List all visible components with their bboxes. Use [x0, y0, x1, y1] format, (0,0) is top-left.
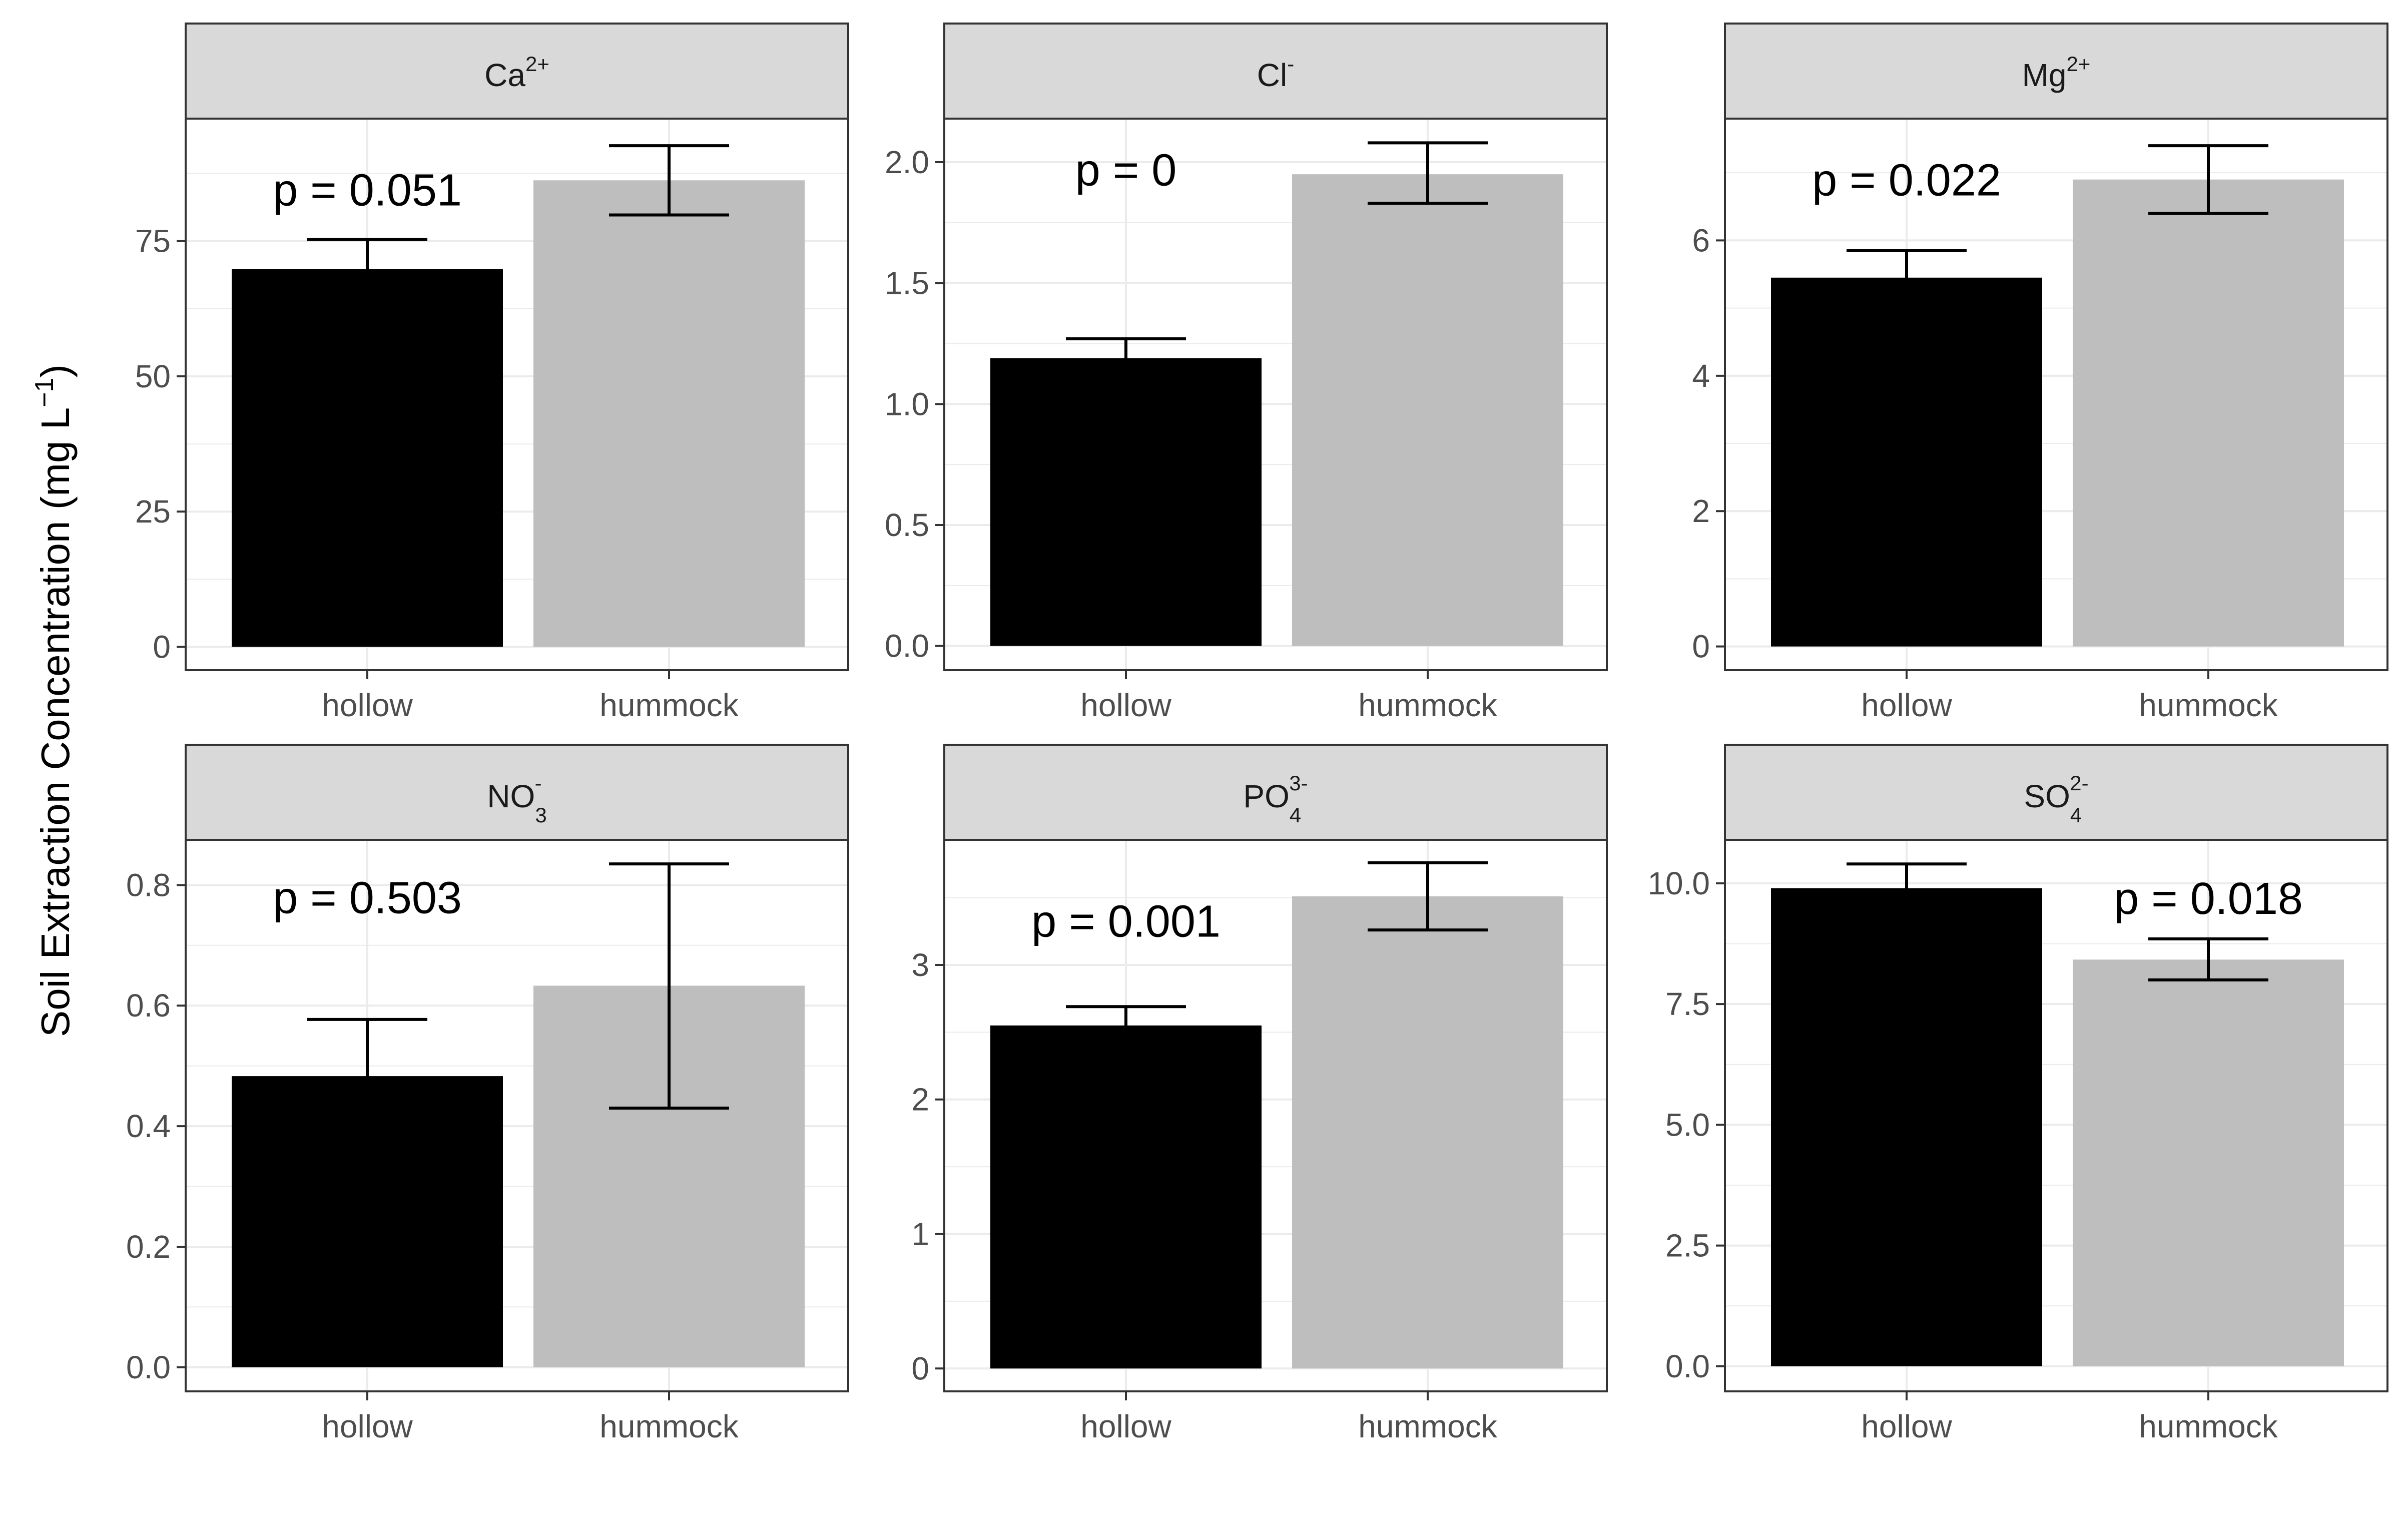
- y-tick-label-cl-0: 0.0: [885, 628, 929, 664]
- panel-border-so4: [1724, 839, 2388, 1392]
- bar-so4-hummock: [2073, 959, 2344, 1366]
- y-tick-label-no3-1: 0.2: [126, 1229, 171, 1265]
- y-tick-label-mg-3: 6: [1692, 222, 1710, 258]
- y-tick-label-so4-0: 0.0: [1665, 1348, 1710, 1384]
- strip-label-mg: Mg2+: [2022, 52, 2091, 93]
- p-value-label-cl: p = 0: [1075, 146, 1177, 196]
- y-tick-label-po4-1: 1: [911, 1216, 929, 1252]
- y-tick-label-no3-3: 0.6: [126, 987, 171, 1024]
- x-tick-label-no3-1: hummock: [599, 1408, 739, 1444]
- strip-ca: [185, 23, 849, 120]
- y-tick-label-so4-2: 5.0: [1665, 1107, 1710, 1143]
- strip-label-so4: SO42-: [2024, 771, 2088, 827]
- strip-cl: [943, 23, 1608, 120]
- y-tick-label-mg-2: 4: [1692, 358, 1710, 394]
- y-tick-label-cl-4: 2.0: [885, 144, 929, 180]
- panel-po4: PO43- p = 0.001 0 1 2 3 hollow hummock: [911, 744, 1608, 1444]
- error-bar-mg-hummock: [2148, 144, 2268, 215]
- x-tick-label-ca-0: hollow: [322, 687, 413, 723]
- y-tick-label-ca-2: 50: [135, 358, 171, 394]
- error-bar-so4-hummock: [2148, 937, 2268, 981]
- bar-ca-hollow: [232, 269, 503, 647]
- y-tick-label-no3-2: 0.4: [126, 1108, 171, 1144]
- panel-ca: Ca2+ p = 0.051 0 25 50 75 hollow hummock: [135, 23, 849, 723]
- y-tick-label-ca-0: 0: [153, 629, 171, 665]
- y-tick-label-po4-2: 2: [911, 1082, 929, 1118]
- y-tick-label-no3-0: 0.0: [126, 1349, 171, 1385]
- y-tick-label-so4-1: 2.5: [1665, 1228, 1710, 1264]
- bar-po4-hollow: [990, 1025, 1262, 1369]
- x-tick-label-so4-0: hollow: [1861, 1408, 1952, 1444]
- p-value-label-mg: p = 0.022: [1812, 156, 2001, 206]
- error-bar-ca-hollow: [307, 238, 427, 301]
- p-value-label-so4: p = 0.018: [2114, 874, 2303, 924]
- p-value-label-ca: p = 0.051: [273, 166, 462, 216]
- y-tick-label-ca-1: 25: [135, 493, 171, 530]
- error-bar-mg-hollow: [1847, 249, 1967, 306]
- y-tick-label-cl-1: 0.5: [885, 507, 929, 543]
- panel-no3: NO3- p = 0.503 0.0 0.2 0.4 0.6 0.8 hollow hummoc…: [126, 744, 849, 1444]
- panel-so4: SO42- p = 0.018 0.0 2.5 5.0 7.5 10.0 hollow humm…: [1647, 744, 2388, 1444]
- y-tick-label-so4-3: 7.5: [1665, 986, 1710, 1022]
- strip-no3: [185, 744, 849, 841]
- y-tick-label-mg-0: 0: [1692, 629, 1710, 665]
- y-tick-label-cl-3: 1.5: [885, 265, 929, 301]
- bar-mg-hollow: [1771, 277, 2042, 647]
- x-tick-label-po4-1: hummock: [1358, 1408, 1497, 1444]
- x-tick-label-po4-0: hollow: [1080, 1408, 1171, 1444]
- error-bar-cl-hollow: [1066, 337, 1186, 381]
- strip-mg: [1724, 23, 2388, 120]
- bar-po4-hummock: [1292, 896, 1563, 1369]
- y-tick-label-no3-4: 0.8: [126, 867, 171, 903]
- bar-mg-hummock: [2073, 179, 2344, 647]
- panel-border-po4: [943, 839, 1608, 1392]
- strip-label-ca: Ca2+: [484, 52, 549, 93]
- error-bar-no3-hollow: [307, 1018, 427, 1134]
- y-tick-label-mg-1: 2: [1692, 493, 1710, 529]
- x-tick-label-cl-0: hollow: [1080, 687, 1171, 723]
- panel-border-cl: [943, 118, 1608, 671]
- bar-ca-hummock: [533, 180, 805, 647]
- strip-label-cl: Cl-: [1257, 52, 1294, 93]
- y-tick-label-po4-0: 0: [911, 1350, 929, 1386]
- bar-cl-hummock: [1292, 174, 1563, 646]
- bar-cl-hollow: [990, 358, 1262, 646]
- x-tick-label-mg-1: hummock: [2139, 687, 2278, 723]
- x-tick-label-ca-1: hummock: [599, 687, 739, 723]
- panel-border-mg: [1724, 118, 2388, 671]
- y-tick-label-so4-4: 10.0: [1647, 865, 1710, 901]
- x-tick-label-mg-0: hollow: [1861, 687, 1952, 723]
- panel-mg: Mg2+ p = 0.022 0 2 4 6 hollow hummock: [1692, 23, 2388, 723]
- p-value-label-po4: p = 0.001: [1031, 896, 1221, 946]
- x-tick-label-no3-0: hollow: [322, 1408, 413, 1444]
- error-bar-so4-hollow: [1847, 862, 1967, 911]
- y-tick-label-ca-3: 75: [135, 223, 171, 259]
- strip-label-no3: NO3-: [487, 771, 546, 827]
- panel-border-no3: [185, 839, 849, 1392]
- bar-so4-hollow: [1771, 888, 2042, 1366]
- error-bar-cl-hummock: [1368, 141, 1488, 205]
- x-tick-label-so4-1: hummock: [2139, 1408, 2278, 1444]
- y-tick-label-cl-2: 1.0: [885, 386, 929, 422]
- strip-label-po4: PO43-: [1243, 771, 1308, 827]
- error-bar-po4-hummock: [1368, 861, 1488, 932]
- error-bar-ca-hummock: [609, 144, 729, 217]
- error-bar-po4-hollow: [1066, 1005, 1186, 1046]
- panel-border-ca: [185, 118, 849, 671]
- y-tick-label-po4-3: 3: [911, 947, 929, 983]
- error-bar-no3-hummock: [609, 862, 729, 1110]
- x-tick-label-cl-1: hummock: [1358, 687, 1497, 723]
- strip-so4: [1724, 744, 2388, 841]
- strip-po4: [943, 744, 1608, 841]
- p-value-label-no3: p = 0.503: [273, 873, 462, 923]
- panel-cl: Cl-p = 0 0.0 0.5 1.0 1.5 2.0 hollow hummock: [885, 23, 1608, 723]
- y-axis-title: Soil Extraction Concentration (mg L−1): [30, 364, 78, 1037]
